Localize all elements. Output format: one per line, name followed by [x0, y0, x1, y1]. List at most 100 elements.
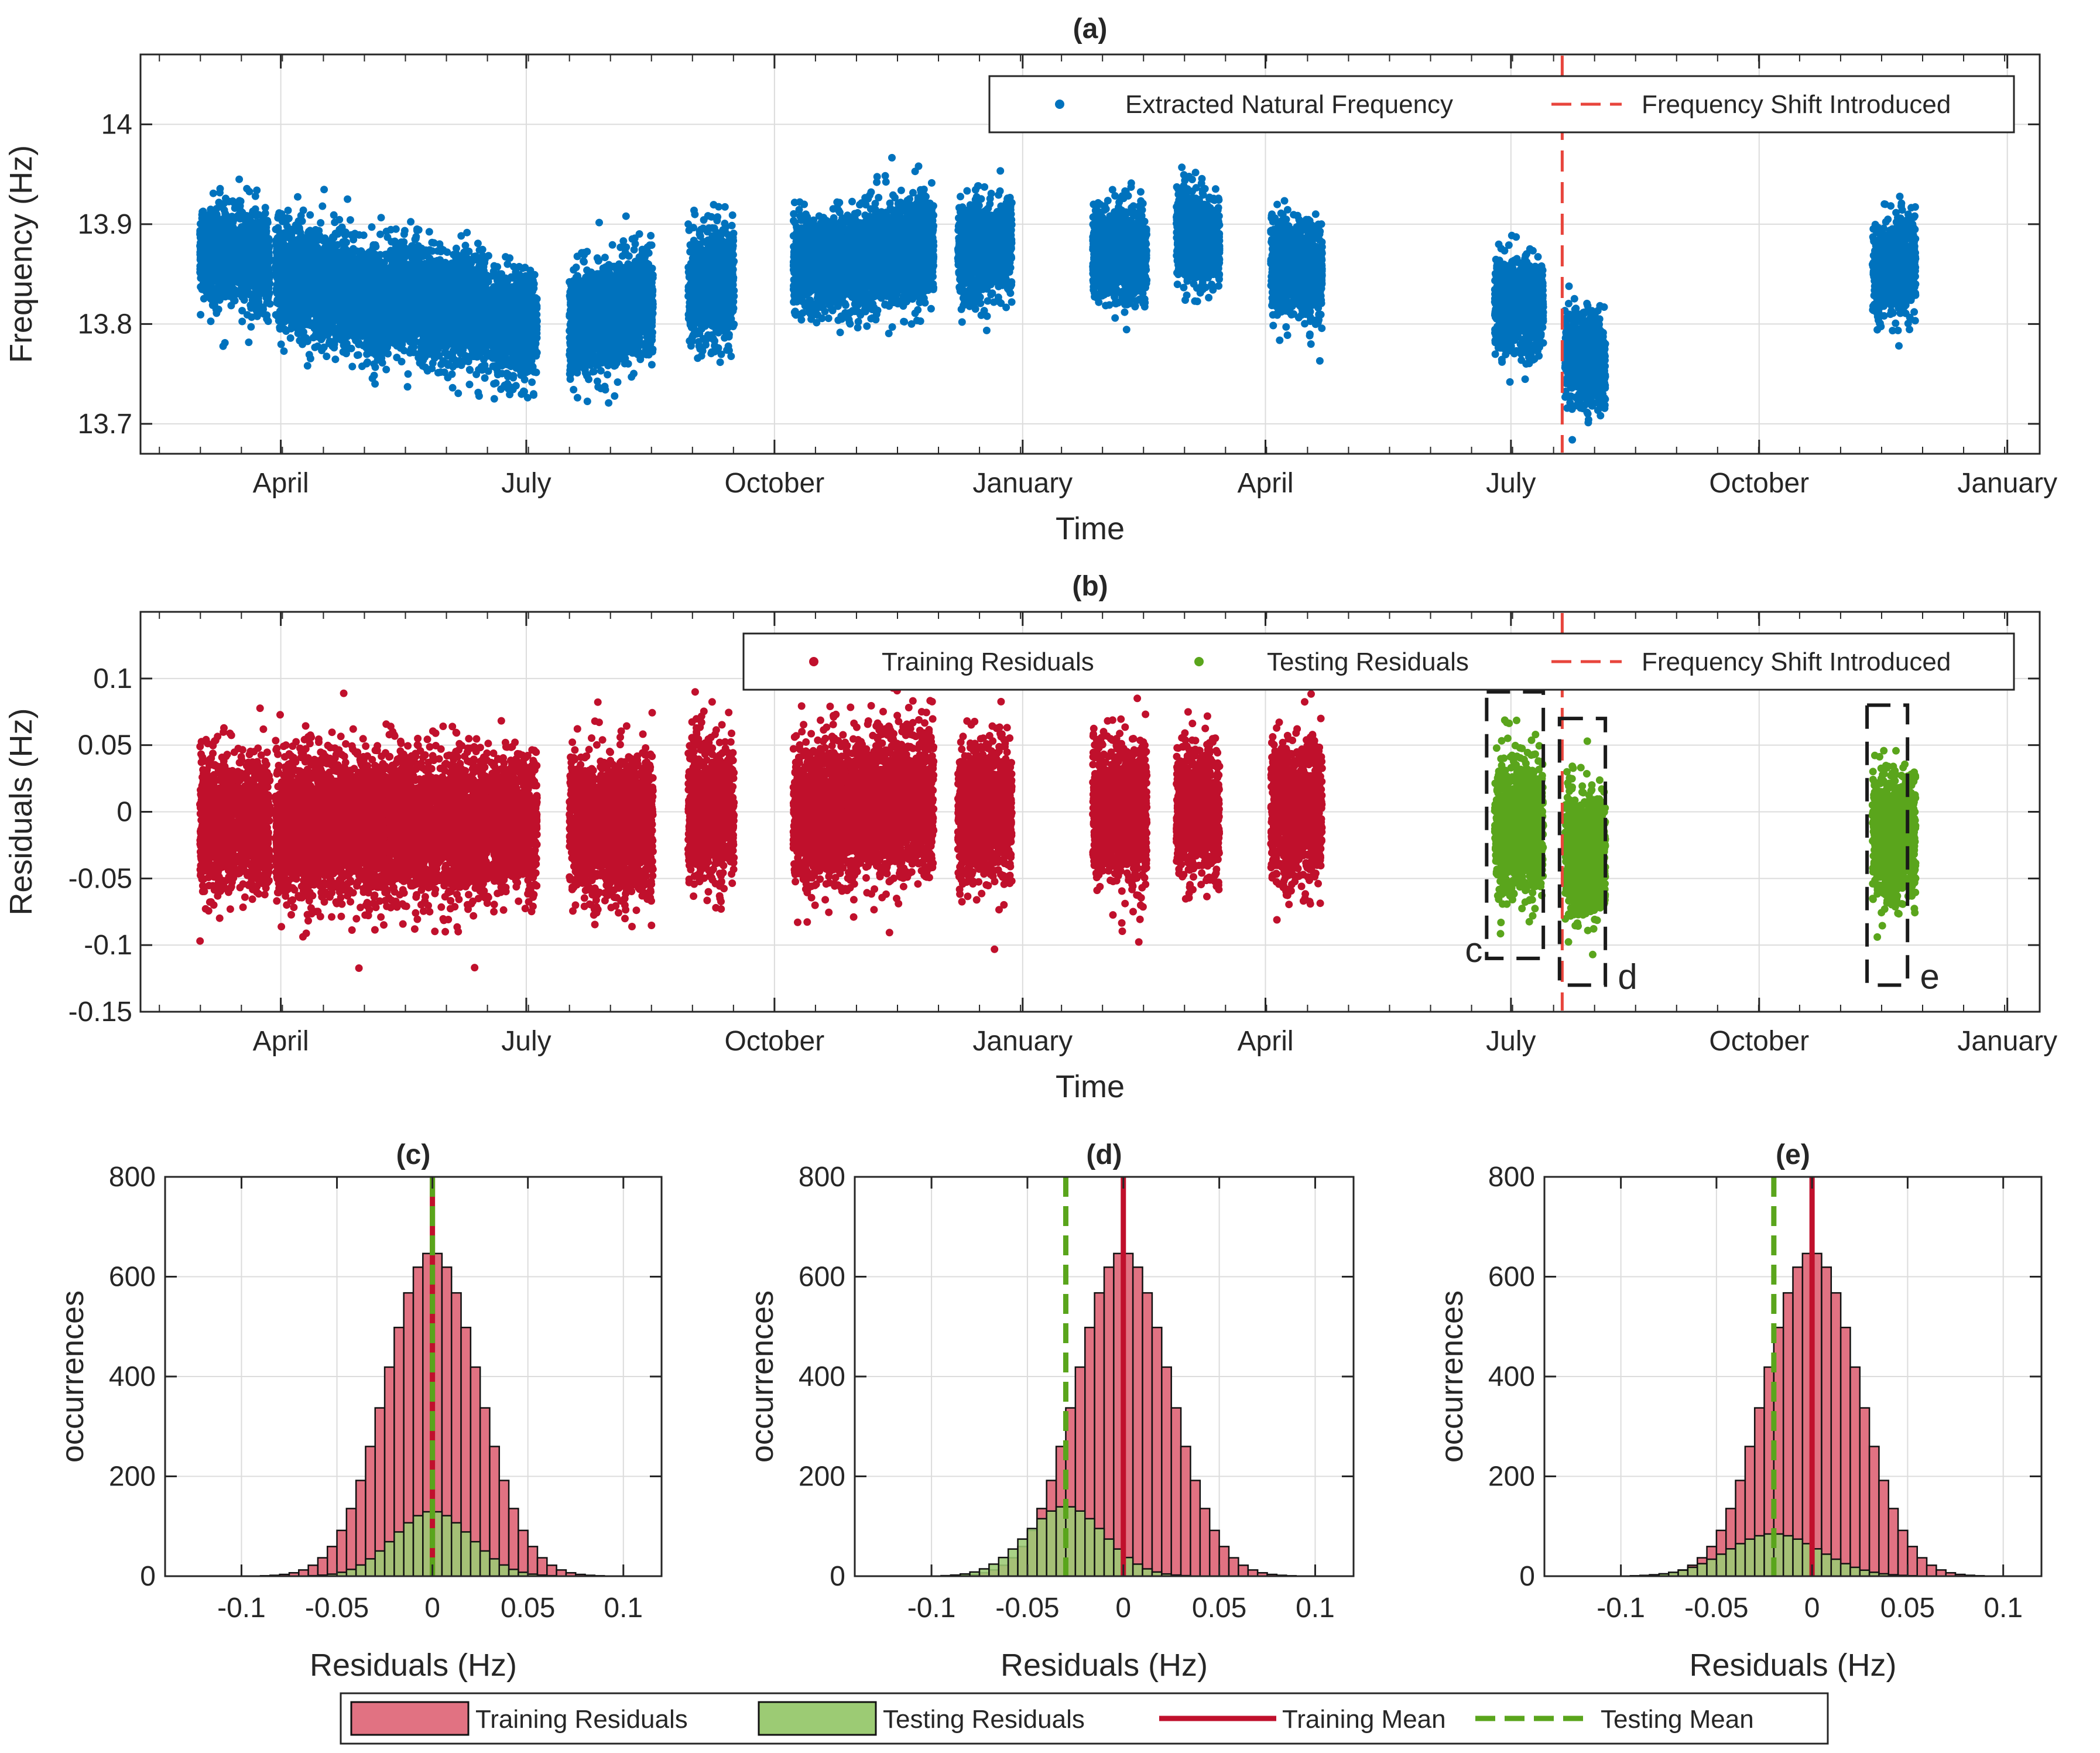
axes-frame [139, 53, 2041, 455]
panel-d: -0.1 -0.05 0 0.05 0.1 0 200 400 600 800 (d) Residua… [745, 1139, 1355, 1683]
training-bar [307, 1564, 319, 1577]
frequency-points [234, 175, 274, 347]
y-tick-label: 800 [799, 1162, 845, 1193]
x-tick-label: January [972, 1026, 1073, 1057]
x-tick-label: -0.1 [907, 1593, 956, 1624]
testing-bar [998, 1556, 1009, 1577]
testing-bar [1782, 1535, 1794, 1577]
y-tick-label: 600 [109, 1262, 156, 1293]
x-tick-label: October [724, 468, 824, 499]
training-bar [1935, 1569, 1947, 1577]
x-tick-label: -0.05 [1684, 1593, 1748, 1624]
x-tick-label: 0.05 [501, 1593, 555, 1624]
y-axis-label: Frequency (Hz) [4, 145, 39, 363]
training-bar [1238, 1564, 1249, 1577]
testing-bar [1084, 1518, 1095, 1577]
training-bar [1199, 1508, 1211, 1577]
testing-bar [1839, 1563, 1851, 1577]
panel-e: -0.1 -0.05 0 0.05 0.1 0 200 400 600 800 (e) Residua… [1434, 1139, 2043, 1683]
training-bar [508, 1508, 519, 1577]
testing-bar [450, 1522, 462, 1577]
y-tick-label: 0.1 [93, 663, 132, 694]
x-tick-label: October [1709, 1026, 1809, 1057]
testing-bar [1094, 1528, 1105, 1577]
x-axis-label: Residuals (Hz) [1689, 1648, 1896, 1683]
frequency-points [684, 201, 738, 367]
training-bar [1228, 1557, 1239, 1577]
x-tick-label: October [724, 1026, 824, 1057]
y-tick-label: -0.15 [68, 997, 132, 1028]
training-bar [336, 1529, 348, 1577]
legend-marker [1055, 100, 1064, 109]
frequency-points [385, 218, 492, 400]
y-tick-label: 200 [1488, 1461, 1535, 1492]
training-bar [298, 1569, 309, 1577]
y-tick-label: 0.05 [78, 730, 132, 761]
training-bar [1916, 1557, 1928, 1577]
legend-label: Training Residuals [475, 1705, 688, 1734]
testing-bar [1792, 1538, 1804, 1577]
training-bar [518, 1529, 529, 1577]
x-tick-label: -0.1 [1597, 1593, 1645, 1624]
testing-bar [393, 1531, 405, 1577]
frequency-points [196, 184, 239, 350]
testing-bar [1074, 1510, 1086, 1577]
testing-bar [412, 1515, 424, 1577]
training-residual-points [844, 684, 938, 937]
training-bar [546, 1564, 557, 1577]
legend-label: Training Mean [1282, 1705, 1446, 1734]
legend-label: Extracted Natural Frequency [1125, 90, 1453, 119]
frequency-points [566, 212, 657, 407]
training-bar [1887, 1508, 1899, 1577]
testing-bar [1017, 1538, 1029, 1577]
y-tick-label: -0.1 [84, 930, 132, 961]
training-bar [1907, 1546, 1919, 1577]
x-tick-label: 0 [424, 1593, 440, 1624]
x-tick-label: January [1957, 1026, 2057, 1057]
y-tick-label: 400 [1488, 1361, 1535, 1392]
training-residual-points [1089, 694, 1151, 946]
testing-bar [978, 1568, 990, 1577]
testing-bar [1687, 1566, 1698, 1577]
training-bar [527, 1546, 539, 1577]
y-tick-label: 600 [799, 1262, 845, 1293]
testing-bar [441, 1515, 453, 1577]
frequency-points [1173, 163, 1224, 306]
testing-bar [1821, 1553, 1832, 1577]
legend-frame [988, 75, 2015, 133]
x-axis-label: Time [1056, 1069, 1125, 1104]
training-residual-points [385, 723, 492, 972]
bottom-legend: Training Residuals Testing Residuals Train… [340, 1692, 1829, 1745]
x-tick-label: 0 [1115, 1593, 1131, 1624]
testing-bar [1132, 1563, 1143, 1577]
annotation-label-e: e [1920, 957, 1940, 996]
testing-bar [988, 1563, 1000, 1577]
y-tick-label: 0 [1519, 1561, 1535, 1592]
y-tick-label: 14 [101, 109, 132, 140]
y-tick-label: 800 [1488, 1162, 1535, 1193]
testing-bar [479, 1550, 491, 1577]
x-tick-label: January [1957, 468, 2057, 499]
testing-bar [1007, 1548, 1019, 1577]
annotation-box-e [1865, 703, 1910, 987]
legend-label: Testing Residuals [1267, 648, 1469, 676]
x-tick-label: 0.1 [604, 1593, 643, 1624]
training-bar [1859, 1407, 1871, 1577]
testing-bar [489, 1558, 501, 1577]
x-tick-label: April [1238, 468, 1294, 499]
y-axis-label: occurrences [1434, 1290, 1469, 1463]
training-residual-points [1173, 708, 1224, 903]
training-bar [1849, 1366, 1861, 1577]
testing-bar [374, 1550, 386, 1577]
training-residual-points [487, 717, 541, 916]
legend-label: Testing Mean [1601, 1705, 1754, 1734]
legend-testing-swatch [758, 1701, 877, 1736]
training-residual-points [1267, 690, 1326, 924]
x-axis-label: Residuals (Hz) [310, 1648, 517, 1683]
x-tick-label: April [253, 468, 309, 499]
x-tick-label: April [1238, 1026, 1294, 1057]
panel-title: (c) [396, 1139, 431, 1170]
legend-label: Training Residuals [882, 648, 1094, 676]
testing-bar [1859, 1569, 1871, 1577]
y-tick-label: 0 [830, 1561, 845, 1592]
